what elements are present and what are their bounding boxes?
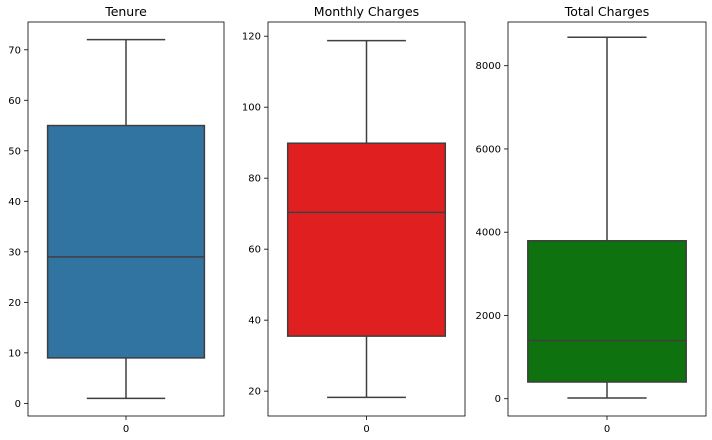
monthly-charges-y-tick-label: 60 <box>248 245 261 256</box>
total-charges-x-tick-label: 0 <box>604 424 610 435</box>
monthly-charges-y-tick-label: 80 <box>248 174 261 185</box>
monthly-charges-x-tick-label: 0 <box>363 424 369 435</box>
total-charges-y-tick-label: 4000 <box>476 228 501 239</box>
total-charges-boxplot-panel: Total Charges 0 2000 4000 6000 8000 0 <box>476 4 707 435</box>
monthly-charges-box <box>286 142 447 337</box>
tenure-boxplot-panel: Tenure 0 10 20 30 40 50 60 70 0 <box>8 4 225 435</box>
monthly-charges-y-tick-label: 100 <box>242 103 261 114</box>
tenure-x-tick-label: 0 <box>123 424 129 435</box>
tenure-y-tick-label: 30 <box>8 247 21 258</box>
monthly-charges-y-tick-label: 20 <box>248 387 261 398</box>
tenure-box <box>46 124 206 359</box>
monthly-charges-chart-title: Monthly Charges <box>314 4 419 19</box>
monthly-charges-y-tick-label: 40 <box>248 316 261 327</box>
total-charges-box <box>527 240 687 383</box>
monthly-charges-y-tick-label: 120 <box>242 32 261 43</box>
total-charges-y-tick-label: 6000 <box>476 144 501 155</box>
total-charges-y-tick-label: 2000 <box>476 311 501 322</box>
tenure-y-tick-label: 0 <box>15 399 21 410</box>
total-charges-y-tick-label: 0 <box>495 394 501 405</box>
tenure-y-tick-label: 20 <box>8 298 21 309</box>
tenure-y-tick-label: 40 <box>8 197 21 208</box>
tenure-y-tick-label: 10 <box>8 348 21 359</box>
tenure-y-tick-label: 50 <box>8 146 21 157</box>
tenure-chart-title: Tenure <box>104 4 147 19</box>
monthly-charges-boxplot-panel: Monthly Charges 20 40 60 80 100 120 0 <box>242 4 466 435</box>
total-charges-chart-title: Total Charges <box>564 4 650 19</box>
tenure-y-tick-label: 70 <box>8 45 21 56</box>
tenure-y-tick-label: 60 <box>8 96 21 107</box>
total-charges-y-tick-label: 8000 <box>476 61 501 72</box>
